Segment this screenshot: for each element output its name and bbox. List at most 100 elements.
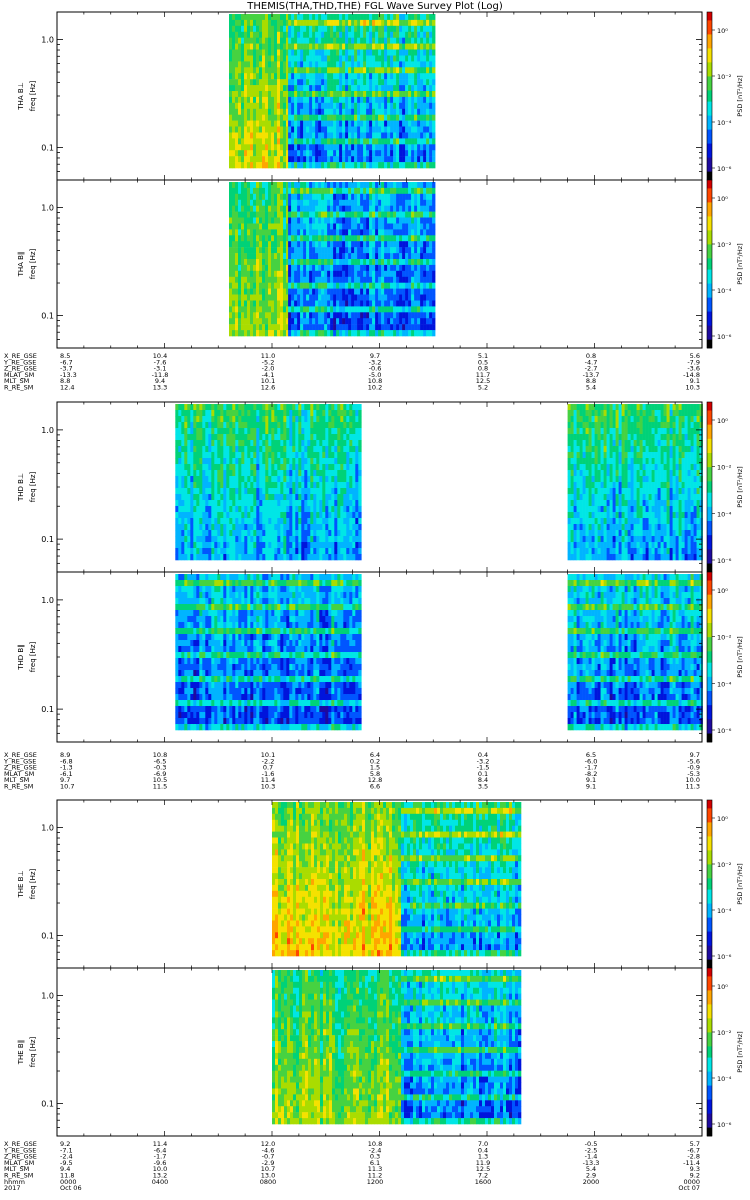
ephemeris-value: -6.5 [154,757,167,765]
ephemeris-row-label: MLT_SM [4,377,29,385]
colorbar-tick-label: 10⁻² [717,241,732,249]
psd-axis-label: PSD [nT²/Hz] [736,636,744,677]
spectrogram-segment [288,182,436,337]
y-tick-label: 1.0 [41,204,54,213]
ephemeris-value: 12.4 [60,384,74,392]
ephemeris-value: -3.2 [477,757,490,765]
ephemeris-value: -8.2 [585,770,598,778]
ephemeris-value: 0.1 [478,770,488,778]
ephemeris-value: -2.0 [262,365,275,373]
ephemeris-value: 10.7 [261,1165,275,1173]
ephemeris-value: 8.9 [60,751,70,759]
ephemeris-value: 10.0 [686,776,700,784]
ephemeris-value: -1.4 [585,1153,598,1161]
panel-label: THA B⊥ [17,82,25,110]
ephemeris-value: -5.3 [687,770,700,778]
ephemeris-value: -3.6 [687,365,700,373]
ephemeris-value: -5.2 [262,358,275,366]
ephemeris-value: -6.4 [154,1146,167,1154]
ephemeris-value: 8.8 [586,377,596,385]
ephemeris-value: -2.5 [585,1146,598,1154]
colorbar-tick-label: 10⁰ [717,27,728,35]
ephemeris-value: 1.5 [370,764,380,772]
colorbar-tick-label: 10⁻⁴ [717,907,732,915]
colorbar-tick-label: 10⁻² [717,1029,732,1037]
panel-label: THD B⊥ [17,473,25,502]
ephemeris-row-label: Y_RE_GSE [3,358,36,366]
ephemeris-value: -6.8 [60,757,73,765]
ephemeris-value: 11.3 [686,783,700,791]
colorbar-tick-label: 10⁰ [717,815,728,823]
colorbar-tick-label: 10⁻⁶ [717,1121,732,1129]
ephemeris-value: 6.1 [370,1159,380,1167]
ephemeris-value: -0.5 [585,1140,598,1148]
y-tick-label: 1.0 [41,426,54,435]
ephemeris-value: 9.2 [60,1140,70,1148]
colorbar: 10⁰ 10⁻² 10⁻⁴ 10⁻⁶ PSD [nT²/Hz] [706,799,744,969]
ephemeris-value: -3.7 [60,365,73,373]
panel-label: THE B∥ [17,1040,25,1066]
ephemeris-value: -14.8 [683,371,700,379]
colorbar-tick-label: 10⁻² [717,464,732,472]
ephemeris-value: 11.2 [368,1172,382,1180]
psd-axis-label: PSD [nT²/Hz] [736,1031,744,1072]
ephemeris-value: -0.3 [154,764,167,772]
ephemeris-value: -13.3 [60,371,77,379]
freq-axis-label: freq [Hz] [29,868,37,899]
ephemeris-value: -13.3 [583,1159,600,1167]
ephemeris-value: -6.7 [687,1146,700,1154]
ephemeris-value: 13.3 [153,384,167,392]
spectrogram-panels: 1.0 0.1 THA B⊥ freq [Hz] 10⁰ 10⁻² 10⁻⁴ 10⁻⁶ PSD … [17,11,744,1137]
ephemeris-value: 5.1 [478,352,488,360]
colorbar: 10⁰ 10⁻² 10⁻⁴ 10⁻⁶ PSD [nT²/Hz] [706,571,744,743]
spectrogram-segment [567,574,703,731]
time-tick-label: 2000 [583,1178,600,1186]
spectrogram-segment [567,404,703,561]
time-tick-label: 0800 [260,1178,277,1186]
ephemeris-row-label: R_RE_SM [4,783,33,791]
colorbar-tick-label: 10⁻⁴ [717,510,732,518]
colorbar-tick-label: 10⁻⁶ [717,557,732,565]
ephemeris-value: 10.3 [261,783,275,791]
ephemeris-value: 11.4 [261,776,275,784]
colorbar-tick-label: 10⁰ [717,587,728,595]
ephemeris-value: 12.5 [476,377,490,385]
plot-title: THEMIS(THA,THD,THE) FGL Wave Survey Plot… [246,1,503,12]
y-tick-label: 0.1 [41,312,54,321]
spectrogram-segment [229,14,290,169]
ephemeris-value: 12.0 [261,1140,275,1148]
ephemeris-value: -5.6 [687,757,700,765]
ephemeris-value: 10.5 [153,776,167,784]
date-label: Oct 06 [60,1184,82,1192]
y-tick-label: 0.1 [41,932,54,941]
freq-axis-label: freq [Hz] [29,471,37,502]
colorbar-tick-label: 10⁰ [717,983,728,991]
ephemeris-value: 6.5 [586,751,596,759]
ephemeris-value: -9.6 [154,1159,167,1167]
panel-tha_par: 1.0 0.1 THA B∥ freq [Hz] 10⁰ 10⁻² 10⁻⁴ 10⁻⁶ PSD … [17,179,744,349]
colorbar-tick-label: 10⁻² [717,634,732,642]
ephemeris-value: -4.7 [585,358,598,366]
ephemeris-value: 10.7 [60,783,74,791]
ephemeris-value: 5.7 [690,1140,700,1148]
y-tick-label: 0.1 [41,705,54,714]
ephemeris-value: 9.2 [690,1172,700,1180]
ephemeris-value: -1.7 [154,1153,167,1161]
panel-label: THA B∥ [17,252,25,278]
ephemeris-value: -2.4 [369,1146,382,1154]
time-axis-label: hhmm [4,1178,25,1186]
ephemeris-value: 0.3 [370,1153,380,1161]
ephemeris-value: 0.7 [263,764,273,772]
ephemeris-value: 11.3 [368,1165,382,1173]
panel-thd_perp: 1.0 0.1 THD B⊥ freq [Hz] 10⁰ 10⁻² 10⁻⁴ 10⁻⁶ PSD … [17,401,744,573]
ephemeris-value: 11.9 [476,1159,490,1167]
colorbar-tick-label: 10⁻⁶ [717,953,732,961]
ephemeris-row-label: MLT_SM [4,1165,29,1173]
ephemeris-value: 7.0 [478,1140,488,1148]
ephemeris-row-label: MLAT_SM [4,770,34,778]
ephemeris-value: -1.6 [262,770,275,778]
ephemeris-value: -2.9 [262,1159,275,1167]
ephemeris-value: -2.4 [60,1153,73,1161]
ephemeris-value: 6.4 [370,751,380,759]
